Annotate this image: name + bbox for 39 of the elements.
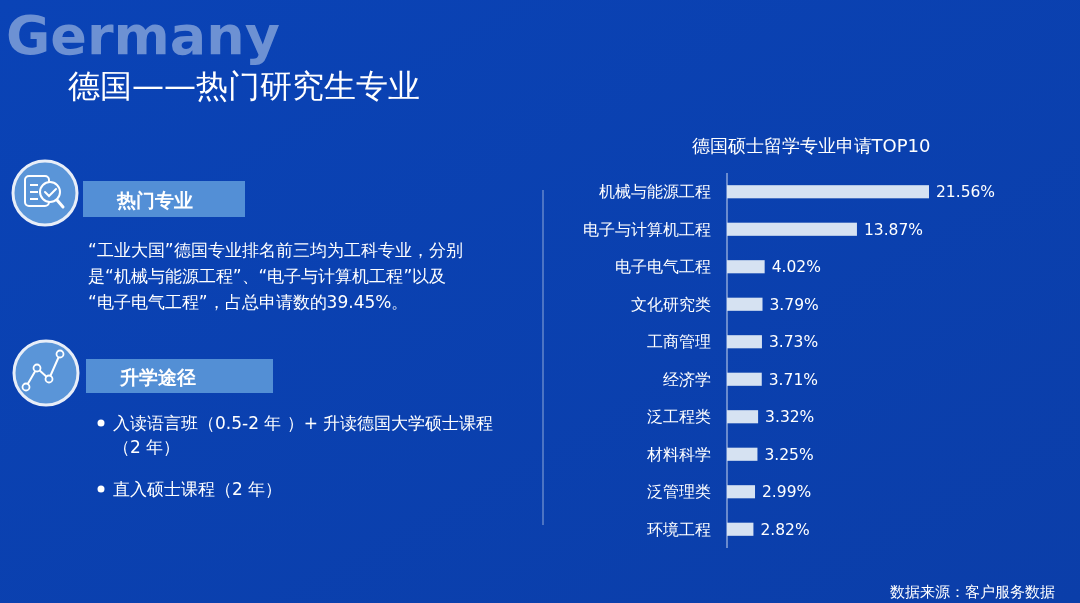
- text: 德国——热门研究生专业: [68, 67, 420, 105]
- y-tick-label: 工商管理: [647, 333, 711, 352]
- bar: [727, 485, 756, 499]
- y-tick-label: 电子与计算机工程: [583, 220, 711, 239]
- data-label: 3.32%: [765, 408, 815, 427]
- source-note: 数据来源：客户服务数据: [890, 583, 1055, 601]
- data-label: 13.87%: [863, 220, 924, 239]
- data-label: 2.99%: [762, 483, 812, 502]
- y-tick-label: 电子电气工程: [615, 258, 711, 277]
- text: 升学途径: [119, 366, 196, 388]
- bar: [727, 447, 758, 461]
- text: Germany: [6, 4, 280, 67]
- text: 热门专业: [116, 189, 193, 211]
- data-label: 3.25%: [764, 445, 814, 464]
- y-tick-label: 泛管理类: [647, 483, 711, 502]
- data-label: 2.82%: [760, 520, 810, 539]
- y-tick-label: 环境工程: [647, 520, 711, 539]
- y-tick-label: 经济学: [663, 370, 711, 389]
- data-label: 3.73%: [768, 333, 819, 352]
- data-label: 3.79%: [769, 295, 819, 314]
- bar: [727, 372, 762, 386]
- data-label: 21.56%: [936, 183, 996, 202]
- bar: [727, 522, 754, 536]
- text: “工业大国”德国专业排名前三均为工科专业，分别是“机械与能源工程”、“电子与计算机工程”以及“电子电气工程”，占总申请数的39.45%。: [88, 240, 463, 312]
- bar: [727, 185, 929, 199]
- y-tick-label: 机械与能源工程: [599, 183, 711, 202]
- bar: [727, 335, 762, 349]
- chart-title: 德国硕士留学专业申请TOP10: [691, 135, 931, 156]
- y-tick-label: 文化研究类: [631, 295, 711, 314]
- bar: [727, 297, 763, 311]
- text: 入读语言班（0.5-2 年 ）+ 升读德国大学硕士课程（2 年）: [113, 413, 494, 457]
- bar: [727, 222, 857, 236]
- y-tick-label: 泛工程类: [647, 408, 711, 427]
- bar: [727, 410, 759, 424]
- text: 直入硕士课程（2 年）: [113, 479, 283, 499]
- data-label: 3.71%: [768, 370, 819, 389]
- y-tick-label: 材料科学: [646, 445, 711, 464]
- bar: [727, 260, 765, 274]
- data-label: 4.02%: [771, 258, 821, 277]
